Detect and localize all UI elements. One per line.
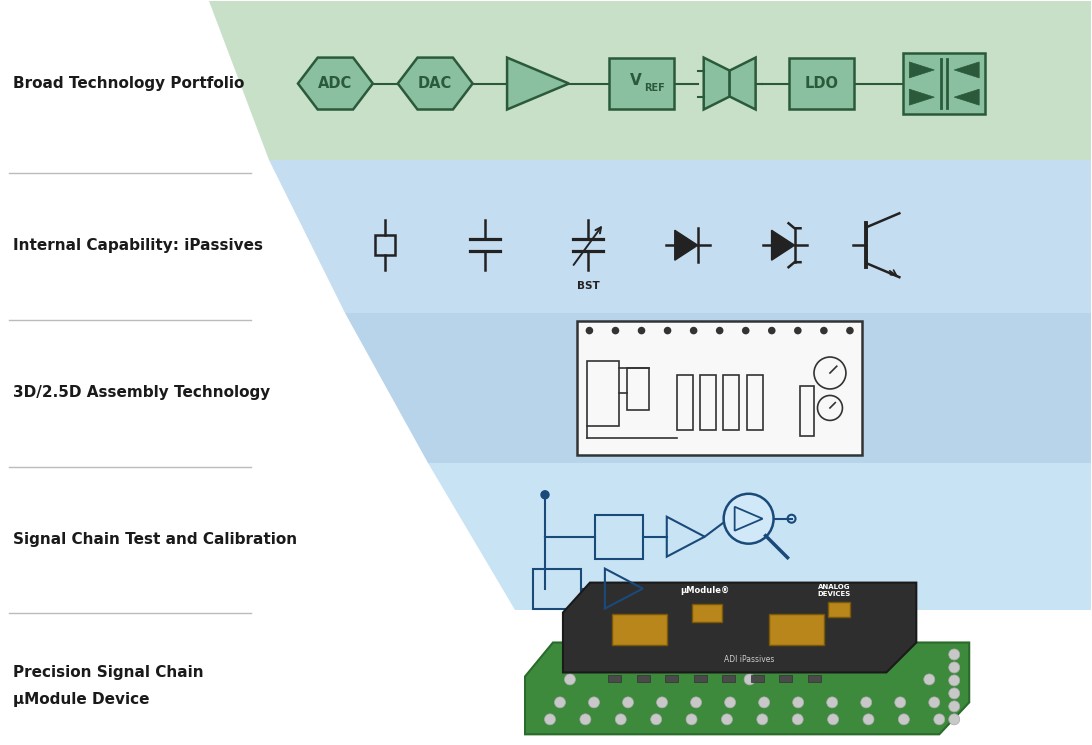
Circle shape xyxy=(612,327,619,335)
Circle shape xyxy=(949,701,960,712)
Circle shape xyxy=(555,697,566,708)
FancyBboxPatch shape xyxy=(691,603,722,621)
Circle shape xyxy=(615,714,626,725)
Text: LDO: LDO xyxy=(805,76,839,91)
Polygon shape xyxy=(910,62,935,78)
Circle shape xyxy=(565,674,575,685)
Circle shape xyxy=(622,697,633,708)
FancyBboxPatch shape xyxy=(751,675,764,682)
FancyBboxPatch shape xyxy=(613,614,667,645)
Circle shape xyxy=(638,327,645,335)
Text: DAC: DAC xyxy=(418,76,452,91)
Circle shape xyxy=(759,697,770,708)
Text: V: V xyxy=(630,73,642,88)
Circle shape xyxy=(949,662,960,673)
Polygon shape xyxy=(209,1,1091,160)
FancyBboxPatch shape xyxy=(723,675,735,682)
Polygon shape xyxy=(298,57,372,110)
FancyBboxPatch shape xyxy=(578,320,862,455)
Circle shape xyxy=(792,714,804,725)
Polygon shape xyxy=(729,57,756,110)
FancyBboxPatch shape xyxy=(608,675,621,682)
Polygon shape xyxy=(563,583,916,673)
Text: Internal Capability: iPassives: Internal Capability: iPassives xyxy=(13,238,263,253)
Circle shape xyxy=(651,714,662,725)
FancyBboxPatch shape xyxy=(769,614,824,645)
Circle shape xyxy=(690,327,698,335)
Text: REF: REF xyxy=(644,83,665,92)
Circle shape xyxy=(899,714,910,725)
Circle shape xyxy=(722,714,733,725)
Text: BST: BST xyxy=(577,281,600,291)
Polygon shape xyxy=(428,463,1091,609)
Circle shape xyxy=(545,714,556,725)
Circle shape xyxy=(686,714,697,725)
Text: ADC: ADC xyxy=(318,76,353,91)
Circle shape xyxy=(656,697,667,708)
Polygon shape xyxy=(345,313,1091,463)
Circle shape xyxy=(757,714,768,725)
Text: ADI iPassives: ADI iPassives xyxy=(724,655,775,664)
Circle shape xyxy=(828,714,839,725)
Polygon shape xyxy=(954,89,980,105)
Text: ANALOG
DEVICES: ANALOG DEVICES xyxy=(818,584,851,597)
Circle shape xyxy=(744,674,755,685)
Polygon shape xyxy=(954,62,980,78)
Polygon shape xyxy=(703,57,729,110)
Polygon shape xyxy=(675,230,698,260)
FancyBboxPatch shape xyxy=(903,53,985,115)
Text: μModule®: μModule® xyxy=(680,586,729,595)
Circle shape xyxy=(949,688,960,699)
Circle shape xyxy=(820,327,828,335)
Circle shape xyxy=(664,327,672,335)
Circle shape xyxy=(585,327,593,335)
Circle shape xyxy=(934,714,945,725)
Circle shape xyxy=(724,494,773,544)
Circle shape xyxy=(846,327,854,335)
Circle shape xyxy=(827,697,838,708)
FancyBboxPatch shape xyxy=(780,675,793,682)
Circle shape xyxy=(929,697,940,708)
Circle shape xyxy=(589,697,600,708)
FancyBboxPatch shape xyxy=(829,602,851,617)
Polygon shape xyxy=(910,89,935,105)
Circle shape xyxy=(949,675,960,686)
Circle shape xyxy=(924,674,935,685)
Circle shape xyxy=(716,327,724,335)
FancyBboxPatch shape xyxy=(790,57,854,110)
Polygon shape xyxy=(397,57,473,110)
Circle shape xyxy=(690,697,701,708)
Text: 3D/2.5D Assembly Technology: 3D/2.5D Assembly Technology xyxy=(13,385,270,401)
Circle shape xyxy=(768,327,775,335)
Text: Signal Chain Test and Calibration: Signal Chain Test and Calibration xyxy=(13,532,297,547)
FancyBboxPatch shape xyxy=(808,675,821,682)
FancyBboxPatch shape xyxy=(637,675,650,682)
Circle shape xyxy=(793,697,804,708)
Circle shape xyxy=(949,649,960,660)
Circle shape xyxy=(725,697,736,708)
Circle shape xyxy=(863,714,874,725)
FancyBboxPatch shape xyxy=(609,57,674,110)
Text: Precision Signal Chain: Precision Signal Chain xyxy=(13,665,203,680)
Circle shape xyxy=(794,327,802,335)
Circle shape xyxy=(580,714,591,725)
Circle shape xyxy=(894,697,905,708)
Text: Broad Technology Portfolio: Broad Technology Portfolio xyxy=(13,76,245,91)
Polygon shape xyxy=(269,160,1091,313)
Text: μModule Device: μModule Device xyxy=(13,692,150,707)
Polygon shape xyxy=(507,57,569,110)
Circle shape xyxy=(860,697,871,708)
Polygon shape xyxy=(772,230,795,260)
Polygon shape xyxy=(525,642,970,735)
Circle shape xyxy=(949,714,960,725)
FancyBboxPatch shape xyxy=(665,675,678,682)
FancyBboxPatch shape xyxy=(693,675,707,682)
Circle shape xyxy=(541,491,549,498)
Circle shape xyxy=(741,327,749,335)
